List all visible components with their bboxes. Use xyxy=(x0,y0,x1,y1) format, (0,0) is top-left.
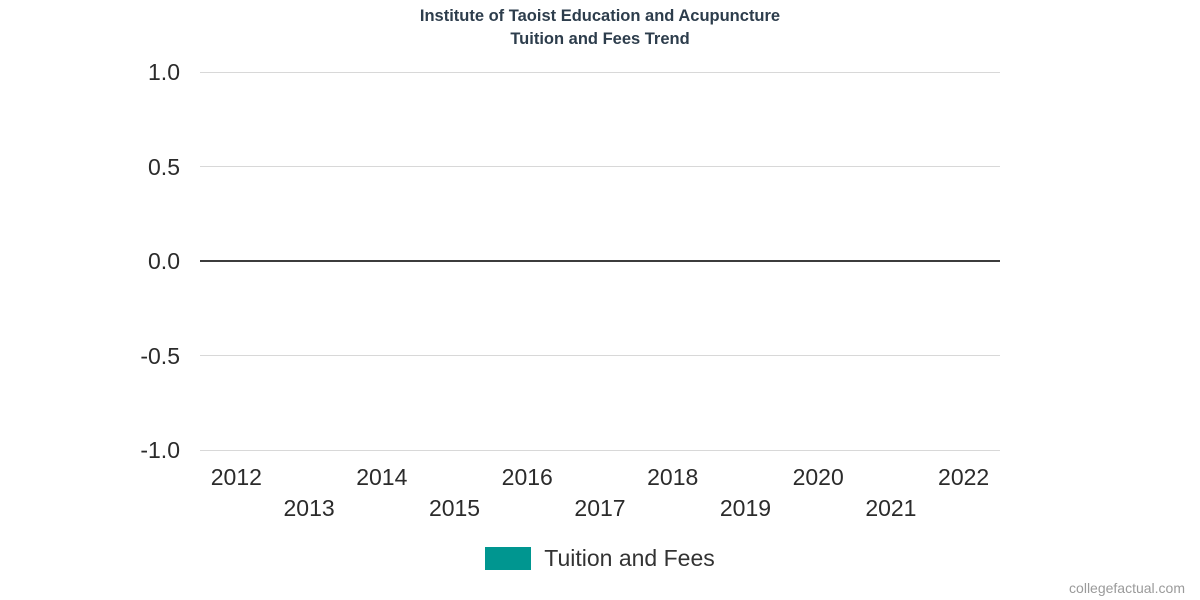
legend-swatch-tuition-and-fees[interactable] xyxy=(485,547,532,570)
y-axis-tick-label: 0.0 xyxy=(148,248,180,274)
chart-title-line2: Tuition and Fees Trend xyxy=(510,30,690,48)
x-axis-tick-label: 2017 xyxy=(574,495,626,521)
gridline xyxy=(200,449,1000,451)
chart-title: Institute of Taoist Education and Acupun… xyxy=(0,5,1200,51)
y-axis-tick-label: 1.0 xyxy=(148,59,180,85)
gridline xyxy=(200,71,1000,73)
gridline xyxy=(200,166,1000,167)
watermark: collegefactual.com xyxy=(1069,580,1185,596)
x-axis-tick-label: 2019 xyxy=(719,495,772,521)
gridline xyxy=(200,355,1000,356)
x-axis-tick-label: 2015 xyxy=(428,495,481,521)
legend-label-tuition-and-fees[interactable]: Tuition and Fees xyxy=(544,545,715,571)
y-axis-tick-label: -1.0 xyxy=(140,437,180,463)
x-axis-tick-label: 2012 xyxy=(210,464,262,490)
legend: Tuition and Fees xyxy=(0,545,1200,572)
x-axis-tick-label: 2022 xyxy=(938,464,990,490)
x-axis-tick-label: 2021 xyxy=(865,495,917,521)
zero-line xyxy=(200,260,1000,262)
x-axis-tick-label: 2013 xyxy=(283,495,335,521)
y-axis-tick-label: 0.5 xyxy=(148,153,180,180)
x-axis-tick-label: 2018 xyxy=(647,464,699,490)
x-axis-tick-label: 2014 xyxy=(356,464,408,490)
plot-area xyxy=(200,71,1000,451)
y-axis-tick-label: -0.5 xyxy=(140,342,180,369)
x-axis-tick-label: 2020 xyxy=(792,464,844,490)
x-axis-tick-label: 2016 xyxy=(501,464,553,490)
chart-title-line1: Institute of Taoist Education and Acupun… xyxy=(419,7,781,25)
